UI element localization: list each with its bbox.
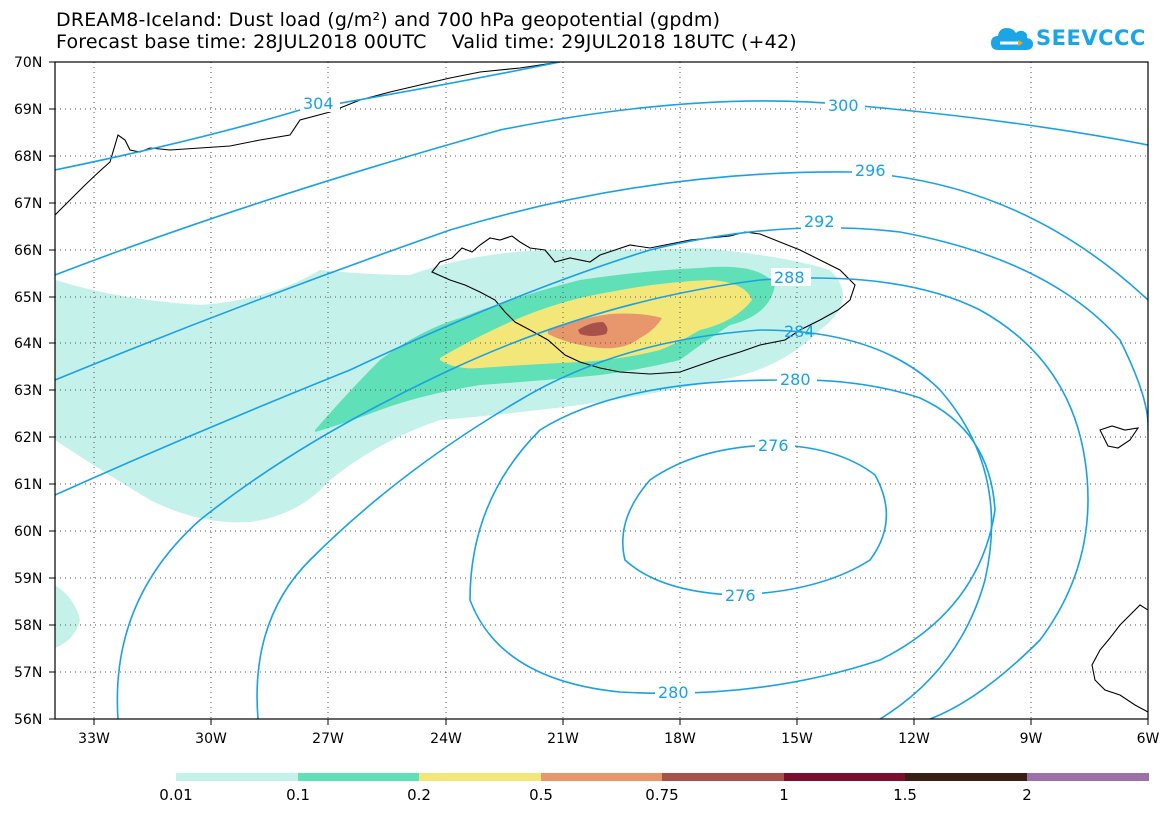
lon-label: 33W [78,731,110,747]
lat-label: 61N [14,477,42,493]
contour-304 [55,62,561,171]
iceland-coast [431,231,856,375]
contour-label-300: 300 [828,96,859,115]
colorbar-label: 1 [779,786,789,804]
colorbar-label: 2 [1022,786,1032,804]
colorbar-swatch [1027,773,1149,781]
contour-label-280-north: 280 [780,370,811,389]
lat-label: 66N [14,243,42,259]
coastlines [55,62,1148,713]
dust-region-0-75 [578,322,608,336]
lon-label: 30W [195,731,227,747]
axis-ticks [49,61,1149,725]
latitude-labels: 70N 69N 68N 67N 66N 65N 64N 63N 62N 61N … [14,55,42,728]
contour-label-284: 284 [784,322,815,341]
lat-label: 67N [14,196,42,212]
colorbar-swatch [419,773,541,781]
lat-label: 64N [14,336,42,352]
lon-label: 18W [664,731,696,747]
contour-label-276-north: 276 [758,436,789,455]
colorbar-swatch [784,773,905,781]
lat-label: 70N [14,55,42,71]
lon-label: 6W [1137,731,1160,747]
lat-label: 65N [14,290,42,306]
lat-label: 60N [14,524,42,540]
lat-label: 69N [14,102,42,118]
dust-region-0-01-south [55,585,80,648]
longitude-labels: 33W 30W 27W 24W 21W 18W 15W 12W 9W 6W [78,731,1159,747]
logo-text: SEEVCCC [1036,26,1146,50]
colorbar-label: 0.75 [645,786,678,804]
contour-296 [55,171,1148,381]
lat-label: 63N [14,383,42,399]
contour-292 [55,226,1148,496]
contour-label-296: 296 [855,161,886,180]
lon-label: 15W [781,731,813,747]
contour-280 [469,379,996,695]
faroe-islands [1099,425,1140,449]
colorbar-label: 0.1 [286,786,310,804]
grid-lines [55,62,1148,719]
lon-label: 21W [547,731,579,747]
dust-fields [55,248,843,648]
contour-276 [622,444,888,596]
colorbar-label: 0.5 [529,786,553,804]
colorbar-label: 0.2 [407,786,431,804]
lat-label: 68N [14,149,42,165]
map-title: DREAM8-Iceland: Dust load (g/m²) and 700… [56,9,721,31]
colorbar-swatch [176,773,298,781]
lon-label: 12W [898,731,930,747]
contour-label-280-south: 280 [658,683,689,702]
contour-labels: 304 300 296 292 288 284 280 276 276 280 [300,94,892,702]
colorbar-label: 0.01 [159,786,192,804]
colorbar-label: 1.5 [893,786,917,804]
colorbar-swatch [662,773,784,781]
contour-300 [55,100,1148,276]
lat-label: 56N [14,712,42,728]
colorbar: 0.01 0.1 0.2 0.5 0.75 1 1.5 2 [159,773,1149,804]
map-subtitle: Forecast base time: 28JUL2018 00UTC Vali… [56,31,797,53]
contour-284 [256,329,993,719]
lon-label: 27W [312,731,344,747]
lon-label: 24W [430,731,462,747]
scotland-coast [1091,604,1148,713]
seevccc-logo: SEEVCCC [990,20,1146,56]
lon-label: 9W [1020,731,1043,747]
colorbar-swatch [905,773,1027,781]
lat-label: 62N [14,430,42,446]
lat-label: 57N [14,665,42,681]
geopotential-contours [55,62,1148,719]
contour-label-288: 288 [774,268,805,287]
colorbar-swatch [298,773,419,781]
lat-label: 59N [14,571,42,587]
contour-label-304: 304 [303,94,334,113]
lat-label: 58N [14,618,42,634]
contour-label-276-south: 276 [725,586,756,605]
greenland-coast [55,62,561,216]
contour-label-292: 292 [804,212,835,231]
colorbar-swatch [541,773,662,781]
cloud-icon [991,28,1033,50]
